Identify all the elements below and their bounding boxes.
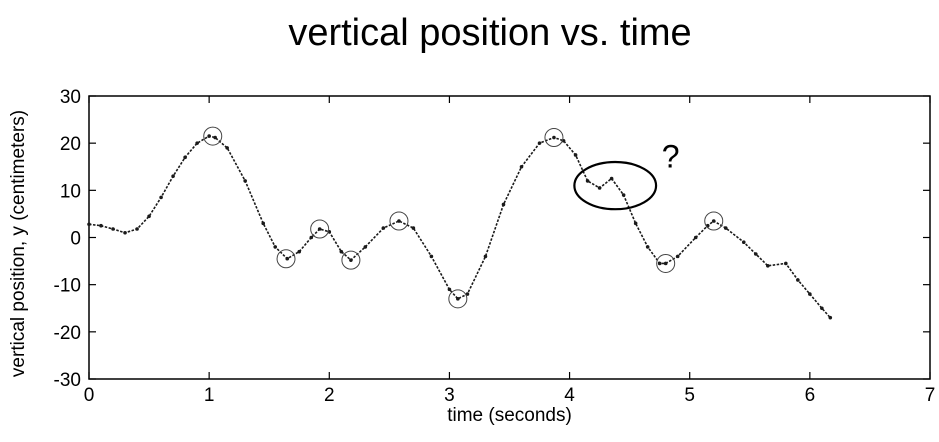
data-point — [111, 227, 115, 231]
extremum-circle — [389, 211, 409, 231]
y-tick-label: 30 — [60, 87, 81, 108]
data-point — [483, 254, 488, 259]
data-point — [349, 258, 353, 262]
question-mark-annotation: ? — [662, 138, 680, 174]
y-tick-label: 0 — [70, 229, 81, 250]
data-point — [519, 164, 524, 169]
x-tick-label: 1 — [204, 385, 215, 406]
data-point — [87, 222, 91, 227]
data-point — [171, 174, 175, 178]
extremum-circle — [341, 250, 361, 270]
data-point — [159, 195, 163, 200]
data-point — [501, 202, 506, 207]
data-point — [711, 219, 716, 223]
data-point — [429, 254, 434, 259]
data-point — [621, 193, 626, 197]
data-point — [645, 245, 650, 249]
data-point — [243, 179, 247, 183]
annotation-ellipse — [573, 160, 658, 211]
extremum-circle — [656, 253, 676, 273]
extremum-circle — [203, 126, 223, 146]
data-point — [537, 141, 542, 145]
series-line — [88, 135, 831, 319]
y-tick-label: 20 — [60, 134, 81, 155]
data-point — [309, 235, 314, 240]
plot-area — [87, 95, 931, 380]
data-point — [273, 245, 278, 249]
x-tick-label: 0 — [84, 385, 95, 406]
data-point — [766, 264, 770, 268]
y-tick-label: 10 — [60, 181, 81, 202]
x-tick-label: 3 — [444, 385, 455, 406]
data-point — [657, 261, 662, 266]
data-point — [753, 252, 758, 256]
data-point — [784, 261, 788, 266]
data-point — [723, 226, 728, 230]
extremum-circle — [544, 128, 564, 148]
data-point — [456, 297, 460, 301]
x-tick-label: 2 — [324, 385, 335, 406]
data-point — [99, 223, 103, 228]
data-point — [597, 186, 602, 190]
extremum-circle — [704, 211, 724, 231]
data-point — [147, 214, 151, 219]
data-point — [195, 141, 199, 145]
x-tick-label: 4 — [564, 385, 575, 406]
data-point — [207, 134, 211, 138]
data-point — [609, 176, 614, 181]
x-tick-label: 6 — [805, 385, 816, 406]
data-point — [820, 306, 824, 311]
data-point — [297, 249, 302, 254]
data-point — [693, 235, 698, 240]
y-axis-label: vertical position, y (centimeters) — [8, 110, 29, 377]
data-point — [381, 226, 386, 230]
data-point — [808, 292, 812, 296]
x-axis-label: time (seconds) — [447, 405, 572, 426]
data-point — [135, 227, 139, 231]
data-point — [123, 230, 127, 235]
data-point — [183, 155, 187, 160]
extremum-circle — [310, 219, 330, 239]
data-point — [663, 261, 668, 266]
data-point — [261, 221, 266, 226]
y-tick-label: -10 — [54, 276, 81, 297]
x-tick-label: 5 — [684, 385, 695, 406]
data-point — [285, 256, 290, 261]
data-point — [741, 240, 746, 245]
data-point — [573, 153, 578, 157]
data-point — [317, 227, 322, 231]
data-point — [552, 135, 556, 140]
data-point — [397, 219, 401, 223]
y-tick-label: -20 — [54, 323, 81, 344]
data-point — [828, 315, 833, 320]
data-point — [633, 221, 638, 226]
data-point — [585, 179, 590, 183]
extremum-circle — [448, 289, 468, 309]
extremum-circle — [276, 249, 296, 269]
x-tick-label: 7 — [925, 385, 936, 406]
data-point — [225, 146, 229, 150]
y-tick-label: -30 — [54, 370, 81, 391]
data-point — [411, 226, 416, 230]
data-point — [465, 292, 470, 296]
data-point — [213, 135, 217, 140]
data-point — [363, 245, 368, 249]
chart-title: vertical position vs. time — [288, 12, 691, 54]
data-point — [339, 249, 344, 254]
data-point — [447, 287, 452, 292]
data-point — [675, 254, 680, 259]
data-point — [796, 278, 800, 282]
